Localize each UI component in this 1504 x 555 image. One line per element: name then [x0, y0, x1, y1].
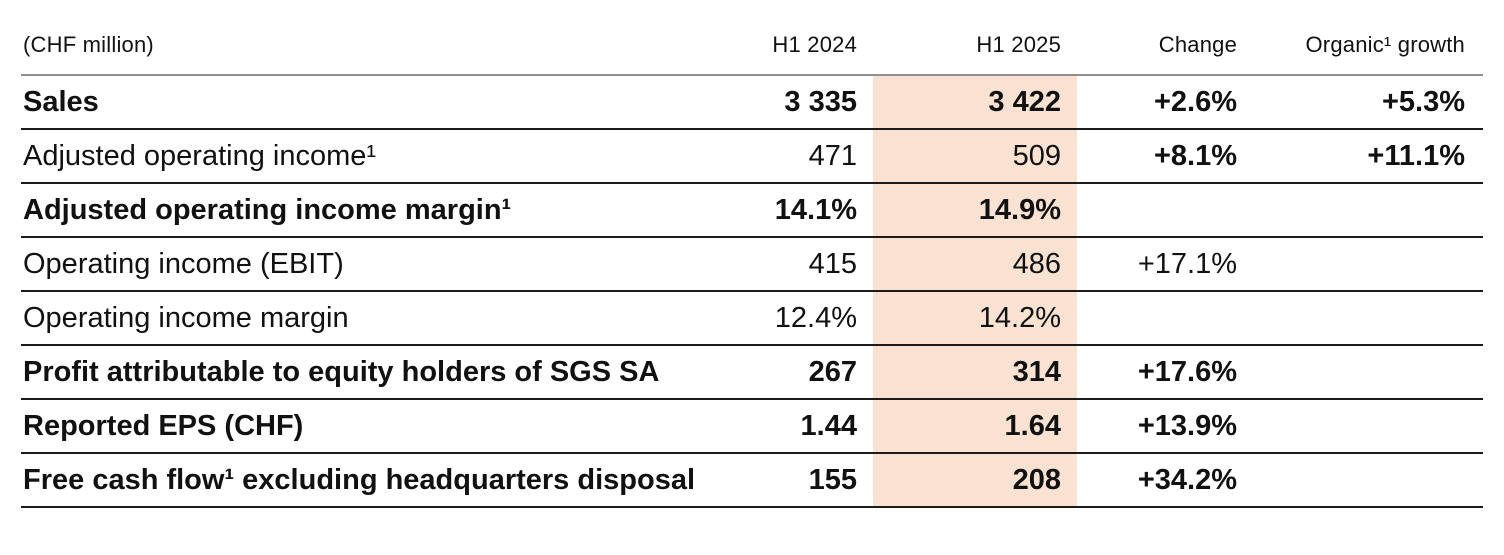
- value-organic-growth: [1253, 237, 1483, 291]
- row-label: Profit attributable to equity holders of…: [23, 355, 660, 388]
- row-label: Adjusted operating income¹: [23, 139, 377, 172]
- value-h1-2024: 12.4%: [774, 301, 857, 334]
- table-row: Reported EPS (CHF) 1.44 1.64 +13.9%: [21, 399, 1483, 453]
- unit-label: (CHF million): [23, 32, 154, 57]
- value-change: +34.2%: [1137, 463, 1237, 496]
- table-row: Free cash flow¹ excluding headquarters d…: [21, 453, 1483, 507]
- value-change: [1077, 291, 1253, 345]
- value-h1-2025: 1.64: [873, 399, 1077, 453]
- table-row: Sales 3 335 3 422 +2.6% +5.3%: [21, 75, 1483, 129]
- value-h1-2024: 267: [808, 355, 857, 388]
- value-change: +17.1%: [1137, 247, 1237, 280]
- table-row: Adjusted operating income margin¹ 14.1% …: [21, 183, 1483, 237]
- value-change: +13.9%: [1137, 409, 1237, 442]
- value-h1-2024: 155: [808, 463, 857, 496]
- value-h1-2025: 509: [873, 129, 1077, 183]
- value-h1-2025: 3 422: [873, 75, 1077, 129]
- value-h1-2025: 486: [873, 237, 1077, 291]
- value-change: +2.6%: [1153, 85, 1237, 118]
- table-row: Adjusted operating income¹ 471 509 +8.1%…: [21, 129, 1483, 183]
- row-label: Operating income margin: [23, 301, 349, 334]
- row-label: Sales: [23, 85, 99, 118]
- value-organic-growth: +11.1%: [1367, 139, 1465, 172]
- table-body: Sales 3 335 3 422 +2.6% +5.3% Adjusted o…: [21, 75, 1483, 507]
- table-row: Operating income (EBIT) 415 486 +17.1%: [21, 237, 1483, 291]
- row-label: Operating income (EBIT): [23, 247, 344, 280]
- column-header-change: Change: [1158, 32, 1237, 57]
- value-organic-growth: [1253, 291, 1483, 345]
- value-organic-growth: [1253, 453, 1483, 507]
- column-header-h1-2025: H1 2025: [976, 32, 1061, 57]
- column-header-organic-growth: Organic¹ growth: [1305, 32, 1465, 57]
- value-h1-2024: 3 335: [784, 85, 857, 118]
- row-label: Free cash flow¹ excluding headquarters d…: [23, 463, 696, 496]
- value-change: +17.6%: [1137, 355, 1237, 388]
- value-h1-2024: 415: [808, 247, 857, 280]
- value-organic-growth: [1253, 183, 1483, 237]
- value-organic-growth: [1253, 399, 1483, 453]
- value-change: +8.1%: [1153, 139, 1237, 172]
- table-row: Profit attributable to equity holders of…: [21, 345, 1483, 399]
- row-label: Reported EPS (CHF): [23, 409, 304, 442]
- financial-results-table: (CHF million) H1 2024 H1 2025 Change Org…: [21, 0, 1483, 508]
- value-h1-2024: 1.44: [800, 409, 857, 442]
- value-change: [1077, 183, 1253, 237]
- header-row: (CHF million) H1 2024 H1 2025 Change Org…: [21, 0, 1483, 75]
- value-h1-2025: 314: [873, 345, 1077, 399]
- table-row: Operating income margin 12.4% 14.2%: [21, 291, 1483, 345]
- value-h1-2025: 208: [873, 453, 1077, 507]
- results-table: (CHF million) H1 2024 H1 2025 Change Org…: [21, 0, 1483, 508]
- row-label: Adjusted operating income margin¹: [23, 193, 512, 226]
- table-header: (CHF million) H1 2024 H1 2025 Change Org…: [21, 0, 1483, 75]
- value-h1-2025: 14.2%: [873, 291, 1077, 345]
- column-header-h1-2024: H1 2024: [772, 32, 857, 57]
- value-organic-growth: +5.3%: [1381, 85, 1465, 118]
- value-organic-growth: [1253, 345, 1483, 399]
- value-h1-2024: 471: [808, 139, 857, 172]
- value-h1-2025: 14.9%: [873, 183, 1077, 237]
- value-h1-2024: 14.1%: [774, 193, 857, 226]
